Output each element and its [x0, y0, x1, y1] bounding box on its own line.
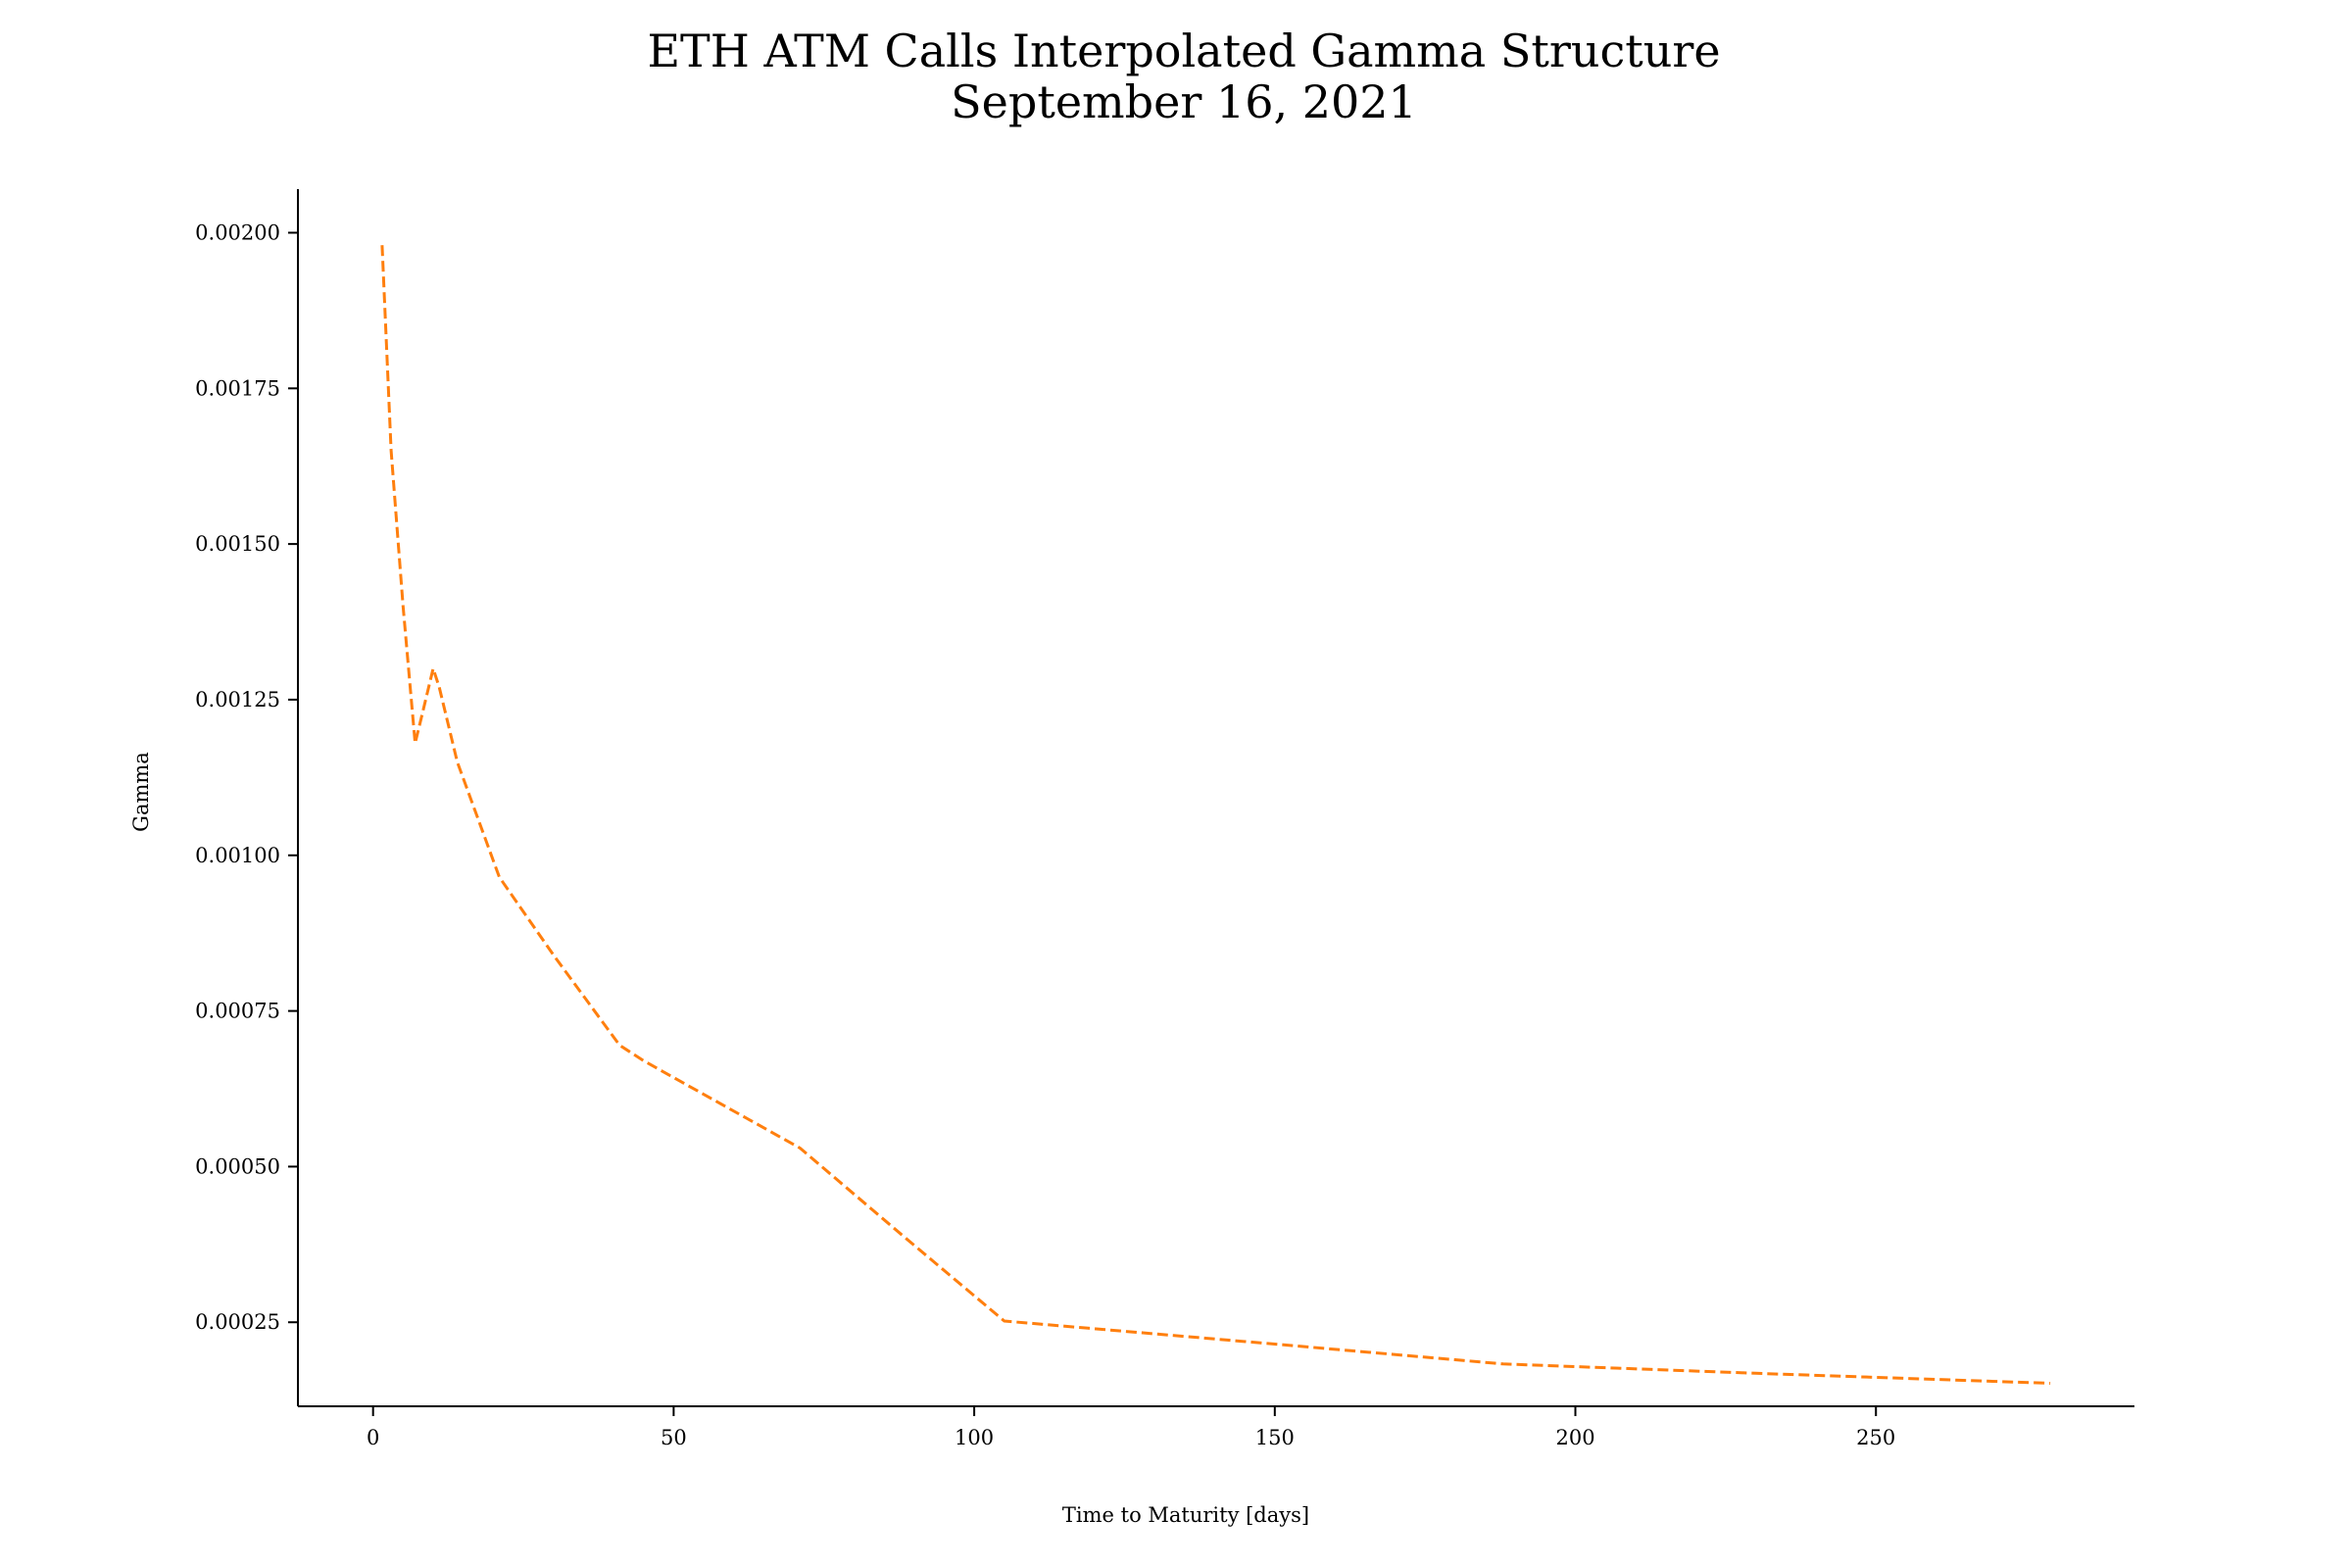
y-tick-label: 0.00175: [195, 376, 280, 400]
x-tick-label: 150: [1255, 1426, 1295, 1449]
y-tick-label: 0.00050: [195, 1154, 280, 1178]
y-tick-label: 0.00150: [195, 532, 280, 556]
chart-title-line1: ETH ATM Calls Interpolated Gamma Structu…: [647, 24, 1720, 77]
x-tick-label: 50: [661, 1426, 687, 1449]
y-axis-label: Gamma: [129, 752, 153, 832]
x-tick-label: 200: [1555, 1426, 1594, 1449]
x-tick-label: 0: [367, 1426, 379, 1449]
y-tick-label: 0.00125: [195, 688, 280, 711]
y-tick-label: 0.00200: [195, 220, 280, 244]
y-axis-ticks: 0.00025 0.00050 0.00075 0.00100 0.00125 0.001…: [195, 220, 298, 1334]
x-axis-label: Time to Maturity [days]: [1062, 1503, 1309, 1527]
y-tick-label: 0.00100: [195, 844, 280, 867]
chart-title-line2: September 16, 2021: [951, 75, 1417, 128]
y-tick-label: 0.00075: [195, 1000, 280, 1023]
series-line-0: [380, 245, 2051, 1385]
plot-area: [380, 245, 2051, 1385]
x-axis-ticks: 0 50 100 150 200 250: [367, 1406, 1895, 1449]
y-tick-label: 0.00025: [195, 1310, 280, 1334]
x-tick-label: 100: [955, 1426, 994, 1449]
x-tick-label: 250: [1856, 1426, 1895, 1449]
